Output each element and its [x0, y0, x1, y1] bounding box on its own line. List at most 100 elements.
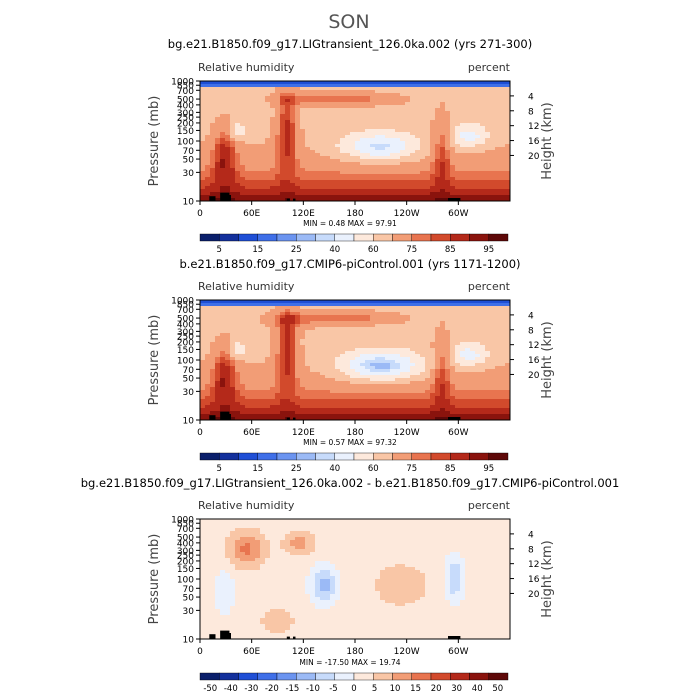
- field-cell: [455, 165, 461, 169]
- field-cell: [470, 108, 476, 112]
- field-cell: [330, 186, 336, 190]
- field-cell: [270, 102, 276, 106]
- field-cell: [420, 99, 426, 103]
- field-cell: [200, 357, 206, 361]
- field-cell: [345, 339, 351, 343]
- field-cell: [205, 306, 211, 310]
- field-cell: [505, 384, 511, 388]
- field-cell: [305, 369, 311, 373]
- field-cell: [275, 99, 281, 103]
- field-cell: [370, 408, 376, 412]
- field-cell: [275, 129, 281, 133]
- field-cell: [470, 165, 476, 169]
- field-cell: [330, 117, 336, 121]
- field-cell: [280, 150, 286, 154]
- field-cell: [455, 333, 461, 337]
- field-cell: [475, 165, 481, 169]
- field-cell: [345, 81, 351, 85]
- field-cell: [430, 192, 436, 196]
- field-cell: [240, 135, 246, 139]
- field-cell: [425, 192, 431, 196]
- field-cell: [375, 384, 381, 388]
- field-cell: [355, 411, 361, 415]
- field-cell: [350, 93, 356, 97]
- field-cell: [445, 318, 451, 322]
- field-cell: [455, 168, 461, 172]
- field-cell: [490, 333, 496, 337]
- field-cell: [490, 174, 496, 178]
- field-cell: [325, 345, 331, 349]
- field-cell: [390, 81, 396, 85]
- field-cell: [245, 120, 251, 124]
- field-cell: [360, 84, 366, 88]
- field-cell: [445, 192, 451, 196]
- field-cell: [445, 321, 451, 325]
- field-cell: [280, 318, 286, 322]
- field-cell: [465, 132, 471, 136]
- field-cell: [445, 120, 451, 124]
- field-cell: [385, 171, 391, 175]
- field-cell: [425, 405, 431, 409]
- field-cell: [355, 195, 361, 199]
- field-cell: [260, 348, 266, 352]
- field-cell: [290, 126, 296, 130]
- colorbar-swatch: [469, 233, 489, 242]
- field-cell: [305, 387, 311, 391]
- field-cell: [310, 330, 316, 334]
- field-cell: [230, 348, 236, 352]
- field-cell: [215, 303, 221, 307]
- field-cell: [245, 309, 251, 313]
- field-cell: [495, 318, 501, 322]
- field-cell: [470, 309, 476, 313]
- field-cell: [320, 318, 326, 322]
- field-cell: [490, 375, 496, 379]
- field-cell: [420, 369, 426, 373]
- field-cell: [370, 192, 376, 196]
- field-cell: [420, 354, 426, 358]
- field-cell: [435, 336, 441, 340]
- field-cell: [400, 111, 406, 115]
- field-cell: [220, 144, 226, 148]
- field-cell: [390, 336, 396, 340]
- field-cell: [320, 312, 326, 316]
- field-cell: [335, 318, 341, 322]
- field-cell: [225, 357, 231, 361]
- field-cell: [345, 96, 351, 100]
- field-cell: [480, 306, 486, 310]
- field-cell: [445, 159, 451, 163]
- field-cell: [240, 396, 246, 400]
- field-cell: [400, 102, 406, 106]
- field-cell: [280, 324, 286, 328]
- field-cell: [330, 147, 336, 151]
- field-cell: [450, 150, 456, 154]
- field-cell: [375, 144, 381, 148]
- field-cell: [390, 384, 396, 388]
- field-cell: [360, 180, 366, 184]
- field-cell: [480, 345, 486, 349]
- field-cell: [210, 192, 216, 196]
- field-cell: [395, 357, 401, 361]
- field-cell: [460, 165, 466, 169]
- field-cell: [370, 156, 376, 160]
- field-cell: [425, 141, 431, 145]
- field-cell: [255, 342, 261, 346]
- field-cell: [390, 150, 396, 154]
- field-cell: [480, 330, 486, 334]
- field-cell: [500, 309, 506, 313]
- field-cell: [340, 177, 346, 181]
- field-cell: [395, 153, 401, 157]
- field-cell: [475, 138, 481, 142]
- field-cell: [345, 87, 351, 91]
- field-cell: [295, 300, 301, 304]
- field-cell: [400, 402, 406, 406]
- field-cell: [360, 369, 366, 373]
- field-cell: [365, 408, 371, 412]
- field-cell: [250, 318, 256, 322]
- field-cell: [425, 396, 431, 400]
- field-cell: [305, 99, 311, 103]
- field-cell: [340, 402, 346, 406]
- field-cell: [265, 375, 271, 379]
- field-cell: [275, 147, 281, 151]
- field-cell: [355, 375, 361, 379]
- field-cell: [385, 363, 391, 367]
